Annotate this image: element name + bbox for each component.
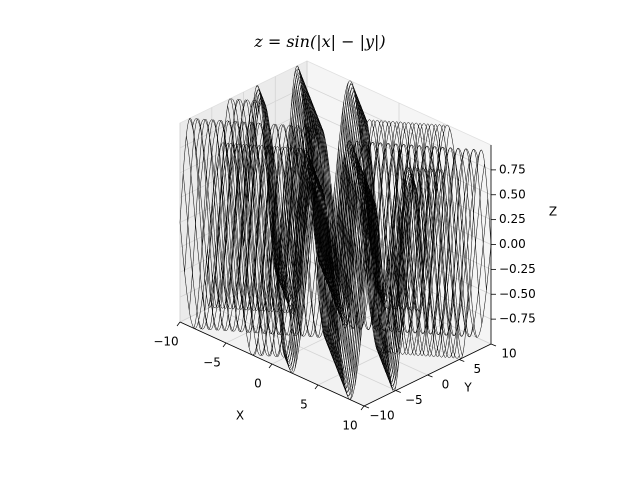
wire-line-y xyxy=(313,123,441,372)
wire-line-y xyxy=(262,111,391,357)
wire-line-y xyxy=(216,94,345,332)
x-tick-label: −10 xyxy=(153,335,178,349)
wire-line-y xyxy=(198,80,326,330)
wire-line-y xyxy=(359,148,487,388)
wire-line-y xyxy=(211,91,340,332)
z-tick-label: 0.00 xyxy=(499,237,526,251)
wire-line-y xyxy=(299,122,427,361)
wire-line-y xyxy=(363,149,492,392)
wire-line-y xyxy=(336,146,464,390)
x-tick-label: 5 xyxy=(300,398,308,412)
y-tick xyxy=(490,343,497,347)
chart-title: z = sin(|x| − |y|) xyxy=(0,32,640,51)
axes: −10 −5 0 5 10 −10 −5 0 5 10 −0.75 −0.50 −0.25 0.00 0.2… xyxy=(153,145,557,433)
wire-line-y xyxy=(345,147,473,397)
wire-line-y xyxy=(354,148,483,387)
x-tick xyxy=(268,363,273,369)
wire-line-y xyxy=(239,93,368,335)
chart-title-text: z = sin(|x| − |y|) xyxy=(254,32,386,51)
wire-line-y xyxy=(230,86,358,334)
x-tick xyxy=(360,405,365,411)
y-tick-label: 0 xyxy=(442,378,450,392)
z-tick-label: 0.25 xyxy=(499,212,526,226)
y-tick xyxy=(363,405,370,409)
wire-line-y xyxy=(331,145,460,386)
x-axis-label: X xyxy=(236,409,244,423)
wire-line-y xyxy=(202,83,331,330)
wire-line-y xyxy=(257,108,386,357)
y-tick-label: −5 xyxy=(405,393,423,407)
wire-line-y xyxy=(308,123,437,368)
x-tick xyxy=(222,342,227,348)
y-tick xyxy=(427,374,433,378)
y-tick xyxy=(459,359,465,362)
wire-line-y xyxy=(340,146,469,393)
x-tick xyxy=(176,321,181,327)
wire-line-y xyxy=(276,119,404,362)
wire-line-y xyxy=(285,120,414,369)
wire-line-y xyxy=(248,100,377,348)
wireframe-surface xyxy=(179,65,492,400)
z-tick-label: 0.75 xyxy=(499,162,526,176)
y-axis-label: Y xyxy=(463,381,472,395)
y-tick xyxy=(395,390,401,393)
z-tick-label: 0.50 xyxy=(499,187,526,201)
y-tick-label: 10 xyxy=(501,347,516,361)
y-tick-label: 5 xyxy=(473,362,481,376)
wire-line-y xyxy=(234,89,363,334)
wire-line-y xyxy=(326,145,455,383)
z-tick-label: −0.25 xyxy=(499,262,536,276)
wire-line-y xyxy=(244,97,372,335)
z-axis-label: Z xyxy=(549,205,557,219)
x-tick-label: 0 xyxy=(254,377,262,391)
x-tick xyxy=(314,384,319,390)
x-tick-label: 10 xyxy=(342,419,357,433)
wire-line-y xyxy=(349,147,478,400)
wire-line-y xyxy=(253,104,381,356)
wire-line-y xyxy=(188,72,317,311)
wire-line-y xyxy=(294,121,423,369)
wire-line-y xyxy=(280,120,409,366)
z-tick-label: −0.75 xyxy=(499,312,536,326)
y-tick-label: −10 xyxy=(369,409,394,423)
wire-line-y xyxy=(179,65,308,308)
z-tick-label: −0.50 xyxy=(499,287,536,301)
x-tick-label: −5 xyxy=(203,356,221,370)
